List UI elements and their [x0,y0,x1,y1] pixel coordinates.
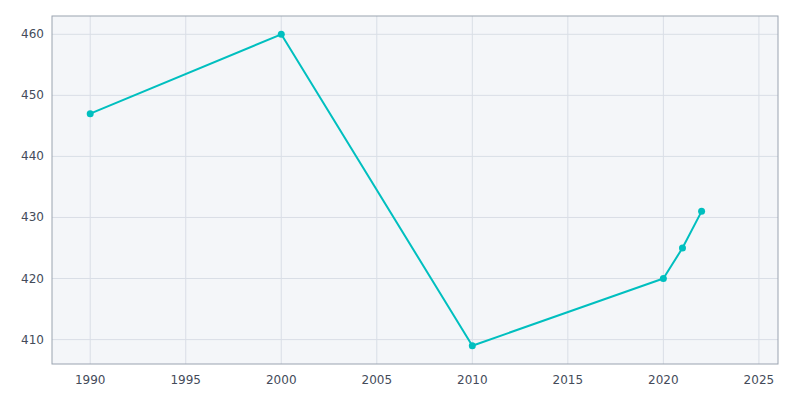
x-tick-label: 2010 [457,373,488,387]
chart-svg: 1990 1995 2000 2005 2010 2015 2020 2025 410 420 43… [0,0,800,400]
x-grid-line [90,16,91,364]
y-grid-line [52,217,778,218]
x-grid-line [472,16,473,364]
x-tick-label: 2020 [648,373,679,387]
tick-labels: 1990 1995 2000 2005 2010 2015 2020 2025 410 420 43… [21,27,774,387]
x-tick-label: 2025 [744,373,775,387]
y-tick-label: 460 [21,27,44,41]
chart-container: 1990 1995 2000 2005 2010 2015 2020 2025 410 420 43… [0,0,800,400]
line [90,34,701,345]
x-grid-line [663,16,664,364]
y-grid-line [52,156,778,157]
page: {"chart_data": {"type": "line", "x": [19… [0,0,800,400]
point [679,245,686,252]
y-grid-line [52,34,778,35]
point [278,31,285,38]
y-tick-label: 420 [21,272,44,286]
grid [52,16,778,364]
point [698,208,705,215]
data-layer [87,31,705,349]
y-grid-line [52,339,778,340]
y-tick-label: 450 [21,88,44,102]
y-tick-label: 440 [21,149,44,163]
plot-background [52,16,778,364]
x-tick-label: 2015 [553,373,584,387]
point [469,342,476,349]
x-tick-label: 1990 [75,373,106,387]
point [660,275,667,282]
x-tick-label: 2000 [266,373,297,387]
y-tick-label: 410 [21,333,44,347]
x-tick-label: 2005 [362,373,393,387]
x-grid-line [185,16,186,364]
plot-frame [52,16,778,364]
x-grid-line [281,16,282,364]
x-tick-label: 1995 [170,373,201,387]
y-grid-line [52,278,778,279]
point [87,110,94,117]
y-tick-label: 430 [21,210,44,224]
x-grid-line [758,16,759,364]
y-grid-line [52,95,778,96]
